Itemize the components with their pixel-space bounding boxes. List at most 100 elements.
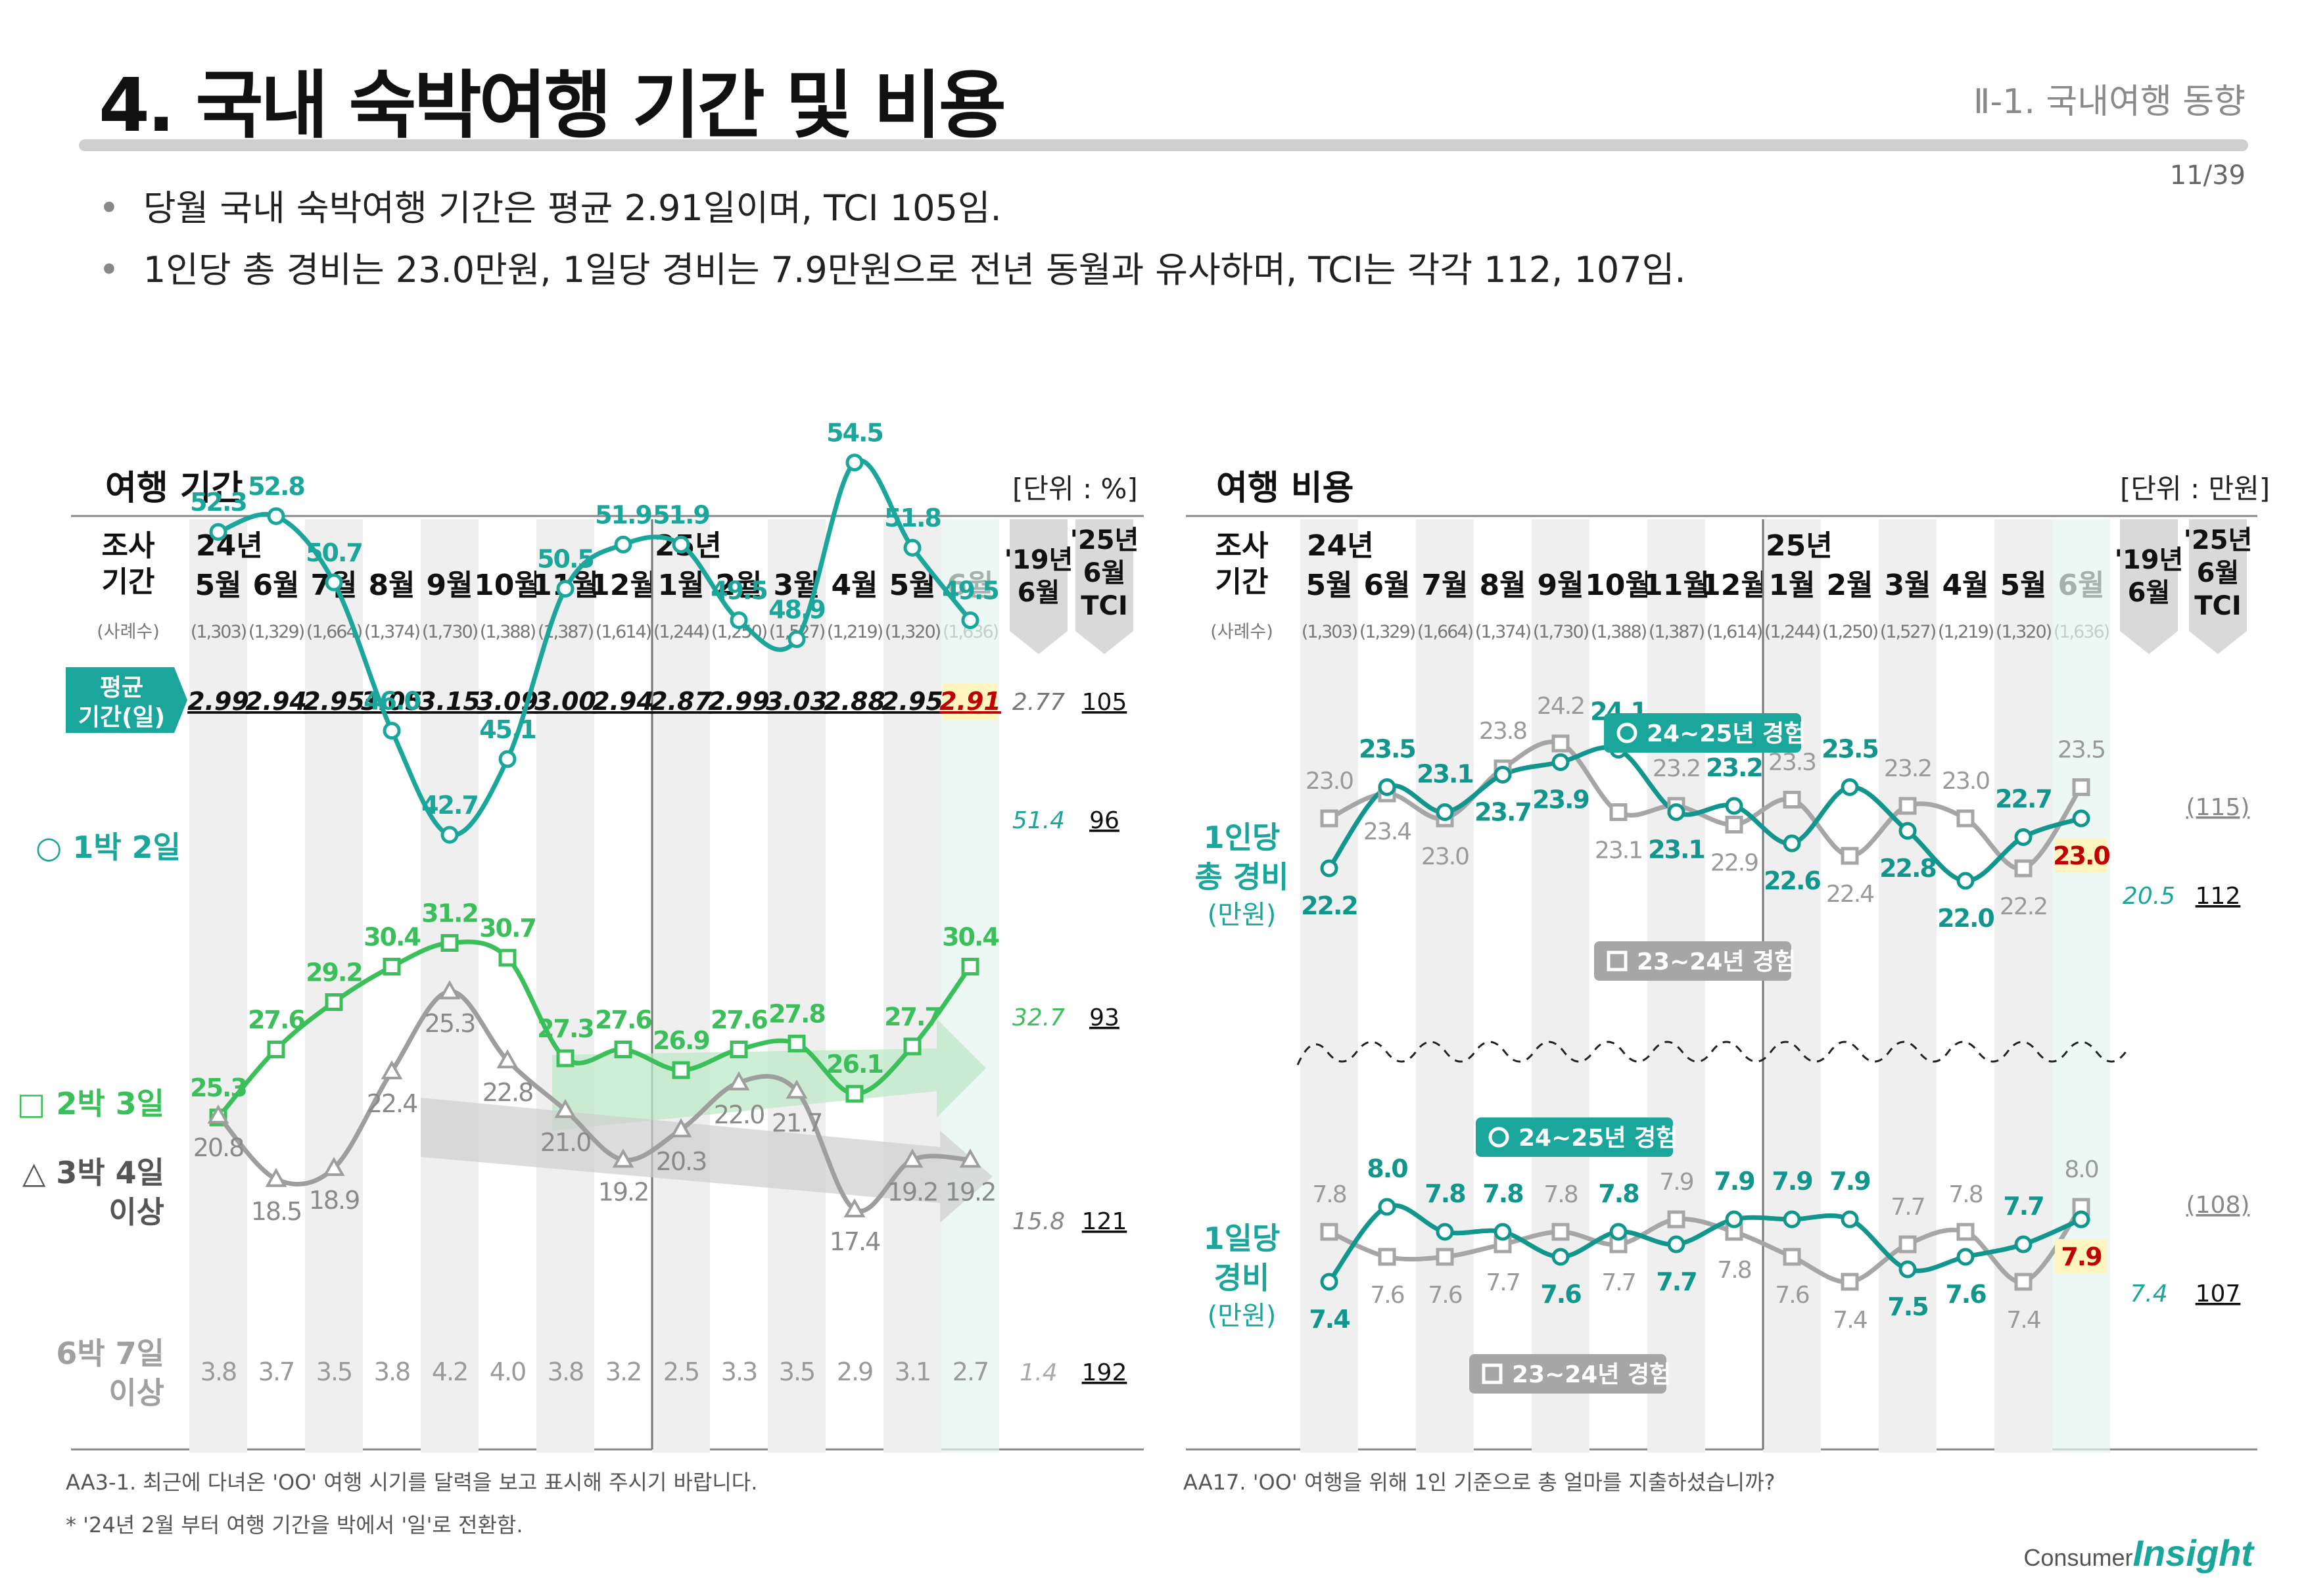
group-0-prev-value: 23.8 <box>1479 718 1526 745</box>
avg-value: 2.95 <box>882 687 943 716</box>
series-0-point <box>498 750 517 768</box>
cost-sample-label: (1,387) <box>1649 622 1705 642</box>
dur-month-label: 12월 <box>590 569 657 602</box>
col19-tab <box>1010 519 1068 654</box>
cost-col-band <box>1416 519 1474 1453</box>
series-1-value: 30.4 <box>364 923 420 952</box>
series-1-label: □ 2박 3일 <box>17 1086 164 1121</box>
title-divider <box>79 139 2248 151</box>
survey-label-2: 기간 <box>102 565 155 599</box>
group-1-prev-value: 7.8 <box>1312 1181 1346 1208</box>
group-1-curr-value: 7.7 <box>1656 1267 1696 1296</box>
group-1-prev-value: 7.4 <box>2006 1307 2040 1334</box>
series-0-value: 51.9 <box>595 500 651 529</box>
series-0-value: 52.3 <box>190 488 247 517</box>
series-2-value: 20.3 <box>656 1147 707 1176</box>
series-3-value: 4.2 <box>432 1357 467 1386</box>
series-1-point <box>903 1037 922 1056</box>
group-0-curr-value: 23.5 <box>1359 735 1415 764</box>
group-1-curr-point <box>1320 1273 1338 1291</box>
gray-trend-arrow <box>421 1098 993 1223</box>
tci-label-3: TCI <box>2194 591 2242 621</box>
group-1-tci-prev: (108) <box>2186 1192 2250 1219</box>
group-0-prev-value: 23.1 <box>1595 837 1642 864</box>
group-0-curr-value: 22.8 <box>1879 854 1936 883</box>
series-2-value: 22.0 <box>714 1100 765 1129</box>
dur-month-label: 6월 <box>252 569 299 602</box>
cost-sample-label: (1,388) <box>1591 622 1647 642</box>
group-1-curr-point <box>1667 1235 1685 1254</box>
series-2-point <box>901 1148 924 1168</box>
series-2-point <box>438 980 461 1000</box>
group-0-curr-value: 23.1 <box>1648 835 1705 864</box>
group-0-curr-point <box>1725 797 1743 815</box>
avg-value: 3.00 <box>534 687 596 716</box>
group-0-curr-point <box>1956 872 1975 890</box>
avg-value: 2.94 <box>245 687 307 716</box>
col19-label-2: 6월 <box>1018 578 1060 608</box>
series-0-value: 45.1 <box>479 715 536 744</box>
group-1-prev-value: 7.8 <box>1543 1181 1577 1208</box>
group-1-curr-point <box>1436 1223 1454 1241</box>
cost-sample-label: (1,614) <box>1706 622 1762 642</box>
col19-tab <box>2120 519 2178 654</box>
group-1-curr-value: 7.9 <box>1714 1167 1754 1196</box>
series-2-value: 19.2 <box>945 1177 996 1206</box>
bullet-1: • 당월 국내 숙박여행 기간은 평균 2.91일이며, TCI 105임. <box>99 187 1002 229</box>
group-0-prev-value: 23.5 <box>2058 737 2105 764</box>
avg-badge-label-2: 기간(일) <box>78 704 165 731</box>
series-2-value: 22.8 <box>482 1078 533 1107</box>
series-0-point <box>788 630 806 648</box>
series-1-value: 27.3 <box>537 1014 594 1043</box>
group-0-prev-point <box>1551 734 1570 753</box>
series-3-label-1: 6박 7일 <box>56 1336 164 1371</box>
dur-month-label: 4월 <box>831 569 878 602</box>
series-line-2 <box>216 989 973 1213</box>
series-2-value: 19.2 <box>598 1177 649 1206</box>
group-0-curr-point <box>1551 753 1570 771</box>
group-0-legend-curr-icon <box>1616 722 1637 743</box>
dur-col-band <box>189 519 247 1453</box>
series-2-point <box>323 1156 345 1176</box>
group-1-prev-point <box>1956 1223 1975 1241</box>
group-0-legend-prev-icon <box>1607 951 1628 972</box>
group-0-curr-point <box>1320 859 1338 878</box>
group-1-curr-point <box>1494 1223 1512 1241</box>
group-0-prev-value: 23.2 <box>1884 755 1931 782</box>
series-0-value: 54.5 <box>826 419 883 448</box>
group-0-prev-value: 23.3 <box>1768 749 1816 776</box>
dur-sample-label: (1,374) <box>364 622 420 642</box>
series-1-value: 27.6 <box>711 1006 767 1035</box>
dur-month-label: 5월 <box>195 569 241 602</box>
cost-month-label: 8월 <box>1479 569 1526 602</box>
series-2-label-2: 이상 <box>108 1194 164 1230</box>
cost-month-label: 12월 <box>1701 569 1768 602</box>
group-1-curr-value: 7.6 <box>1540 1280 1581 1309</box>
group-1-curr-point <box>2014 1235 2033 1254</box>
series-3-value: 3.7 <box>258 1357 294 1386</box>
cost-sample-label: (1,329) <box>1359 622 1415 642</box>
series-1-value: 29.2 <box>306 958 362 987</box>
dur-col-band <box>305 519 363 1453</box>
group-0-tci: 112 <box>2196 883 2241 910</box>
series-0-point <box>383 722 401 740</box>
series-1-point <box>498 949 517 967</box>
group-0-curr-point <box>1436 803 1454 821</box>
series-0-value: 51.8 <box>884 504 941 532</box>
group-1-label-2: 경비 <box>1214 1260 1270 1296</box>
avg-value: 2.91 <box>939 687 1001 716</box>
series-1-value: 26.1 <box>826 1050 883 1079</box>
group-1-prev-value: 7.6 <box>1370 1282 1403 1309</box>
series-1-value: 30.7 <box>479 914 536 943</box>
cost-sample-label: (1,303) <box>1302 622 1357 642</box>
series-3-value: 3.3 <box>721 1357 757 1386</box>
series-0-value: 42.7 <box>421 791 478 820</box>
series-2-value: 21.7 <box>772 1108 822 1137</box>
series-0-point <box>903 538 922 557</box>
group-1-curr-value: 8.0 <box>1367 1154 1407 1183</box>
cost-month-label: 10월 <box>1585 569 1652 602</box>
series-2-point <box>381 1060 403 1079</box>
group-0-curr-value: 23.1 <box>1417 760 1473 789</box>
tci-label-1: '25년 <box>2184 525 2253 555</box>
series-3-value: 2.5 <box>663 1357 699 1386</box>
